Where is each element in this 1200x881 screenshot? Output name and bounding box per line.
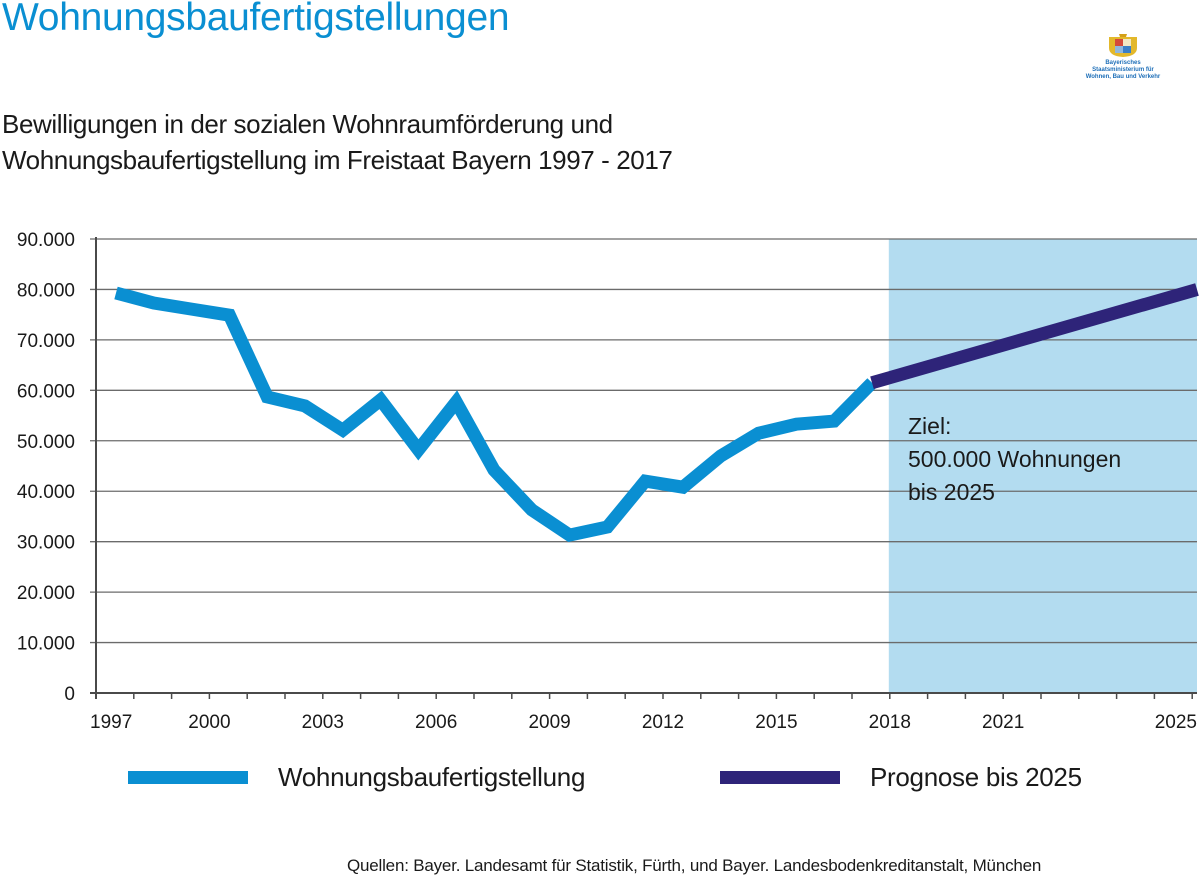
y-tick-label: 10.000	[17, 634, 75, 655]
x-tick-label: 2003	[302, 712, 344, 733]
legend-item-wohnungsbaufertigstellung: Wohnungsbaufertigstellung	[128, 762, 585, 793]
y-tick-label: 90.000	[17, 230, 75, 251]
goal-annotation: Ziel: 500.000 Wohnungen bis 2025	[908, 413, 1121, 505]
chart-legend: Wohnungsbaufertigstellung Prognose bis 2…	[0, 762, 1200, 802]
y-tick-label: 50.000	[17, 432, 75, 453]
annotation-line-1: Ziel:	[908, 413, 951, 439]
y-tick-label: 60.000	[17, 381, 75, 402]
annotation-line-2: 500.000 Wohnungen	[908, 446, 1121, 472]
x-tick-label: 2009	[528, 712, 570, 733]
y-tick-label: 0	[64, 684, 75, 705]
x-tick-label: 1997	[90, 712, 132, 733]
subtitle-line-2: Wohnungsbaufertigstellung im Freistaat B…	[2, 145, 673, 175]
logo-line-3: Wohnen, Bau und Verkehr	[1085, 74, 1161, 80]
logo-line-1: Bayerisches	[1105, 60, 1141, 66]
y-tick-label: 80.000	[17, 280, 75, 301]
legend-swatch-forecast	[720, 771, 840, 784]
y-tick-label: 70.000	[17, 331, 75, 352]
forecast-shaded-region	[888, 239, 1197, 693]
annotation-line-3: bis 2025	[908, 479, 995, 505]
x-tick-label: 2000	[188, 712, 230, 733]
y-tick-label: 30.000	[17, 533, 75, 554]
grid-lines	[90, 238, 1197, 694]
x-tick-label: 2018	[869, 712, 911, 733]
subtitle-line-1: Bewilligungen in der sozialen Wohnraumfö…	[2, 109, 613, 139]
series-line-wohnungsbaufertigstellung	[114, 286, 877, 543]
legend-item-prognose: Prognose bis 2025	[720, 762, 1082, 793]
logo-line-2: Staatsministerium für	[1092, 67, 1154, 73]
y-tick-label: 20.000	[17, 583, 75, 604]
x-tick-label: 2025	[1155, 712, 1197, 733]
page-title: Wohnungsbaufertigstellungen	[2, 0, 510, 39]
y-tick-label: 40.000	[17, 482, 75, 503]
legend-swatch-actual	[128, 771, 248, 784]
ministry-logo: Bayerisches Staatsministerium für Wohnen…	[1084, 34, 1162, 81]
x-tick-label: 2012	[642, 712, 684, 733]
y-axis: 0 10.000 20.000 30.000 40.000 50.000 60.000 70.…	[17, 230, 97, 705]
x-tick-label: 2006	[415, 712, 457, 733]
chart-subtitle: Bewilligungen in der sozialen Wohnraumfö…	[2, 106, 673, 178]
source-note: Quellen: Bayer. Landesamt für Statistik,…	[347, 856, 1042, 875]
legend-label: Prognose bis 2025	[870, 762, 1082, 792]
x-axis: 1997 2000 2003 2006 2009 2012 2015 2018 2021 2025	[90, 693, 1197, 733]
series-line-prognose	[870, 283, 1199, 390]
x-tick-label: 2015	[755, 712, 797, 733]
bavarian-coat-of-arms-icon	[1109, 34, 1137, 57]
legend-label: Wohnungsbaufertigstellung	[278, 762, 586, 792]
x-tick-label: 2021	[982, 712, 1024, 733]
